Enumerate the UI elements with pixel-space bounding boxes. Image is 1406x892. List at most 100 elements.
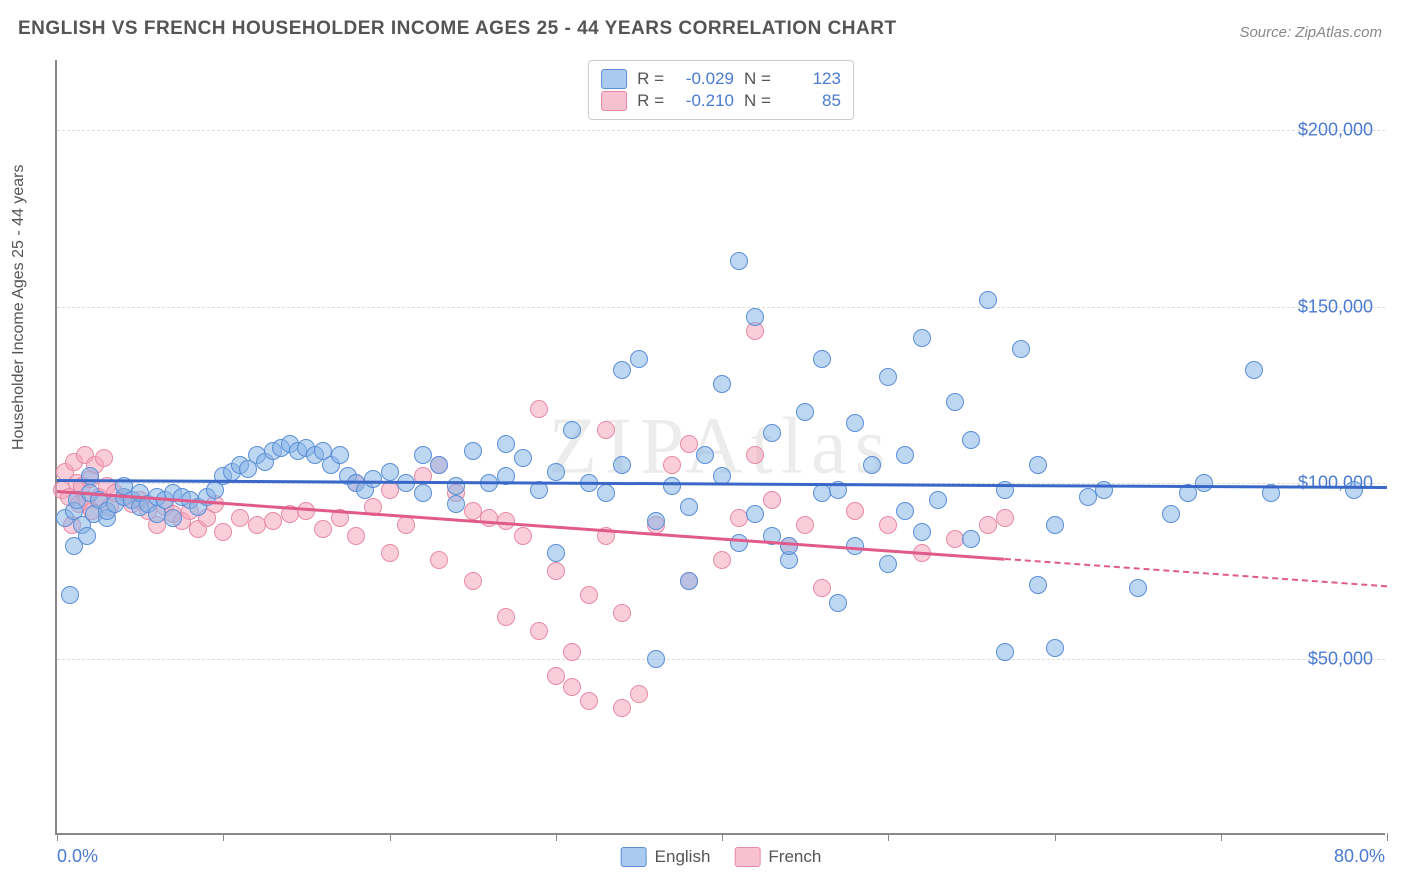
r-label: R = <box>637 91 664 111</box>
x-tick <box>888 833 889 841</box>
legend-label-french: French <box>768 847 821 867</box>
scatter-point-english <box>846 414 864 432</box>
scatter-point-english <box>597 484 615 502</box>
y-tick-label: $200,000 <box>1298 120 1373 141</box>
r-value-french: -0.210 <box>674 91 734 111</box>
scatter-point-french <box>464 572 482 590</box>
scatter-point-english <box>1129 579 1147 597</box>
scatter-point-french <box>397 516 415 534</box>
scatter-point-french <box>514 527 532 545</box>
scatter-point-english <box>331 446 349 464</box>
scatter-point-english <box>1079 488 1097 506</box>
scatter-point-french <box>580 586 598 604</box>
scatter-point-english <box>680 498 698 516</box>
scatter-point-french <box>613 699 631 717</box>
scatter-point-english <box>547 463 565 481</box>
scatter-point-english <box>613 361 631 379</box>
scatter-point-english <box>979 291 997 309</box>
scatter-point-french <box>680 435 698 453</box>
scatter-point-french <box>730 509 748 527</box>
scatter-point-english <box>879 555 897 573</box>
scatter-point-english <box>1345 481 1363 499</box>
swatch-english <box>601 69 627 89</box>
swatch-english <box>621 847 647 867</box>
scatter-point-english <box>829 594 847 612</box>
x-tick <box>722 833 723 841</box>
scatter-point-french <box>580 692 598 710</box>
scatter-point-french <box>547 667 565 685</box>
legend-item-english: English <box>621 847 711 867</box>
scatter-point-french <box>530 622 548 640</box>
n-label: N = <box>744 91 771 111</box>
scatter-point-english <box>879 368 897 386</box>
scatter-point-french <box>763 491 781 509</box>
scatter-point-french <box>95 449 113 467</box>
scatter-point-english <box>430 456 448 474</box>
scatter-point-english <box>896 502 914 520</box>
scatter-point-english <box>1095 481 1113 499</box>
r-label: R = <box>637 69 664 89</box>
scatter-point-english <box>1195 474 1213 492</box>
correlation-stats-legend: R = -0.029 N = 123 R = -0.210 N = 85 <box>588 60 854 120</box>
scatter-point-english <box>946 393 964 411</box>
scatter-point-french <box>480 509 498 527</box>
scatter-point-english <box>164 509 182 527</box>
stats-row-english: R = -0.029 N = 123 <box>601 69 841 89</box>
scatter-point-english <box>696 446 714 464</box>
legend-label-english: English <box>655 847 711 867</box>
scatter-point-english <box>913 523 931 541</box>
scatter-point-french <box>214 523 232 541</box>
scatter-point-english <box>1162 505 1180 523</box>
scatter-point-french <box>530 400 548 418</box>
scatter-point-english <box>81 467 99 485</box>
scatter-point-english <box>962 431 980 449</box>
scatter-point-french <box>347 527 365 545</box>
scatter-point-french <box>381 544 399 562</box>
chart-plot-area: ZIPAtlas R = -0.029 N = 123 R = -0.210 N… <box>55 60 1385 835</box>
scatter-point-french <box>713 551 731 569</box>
n-label: N = <box>744 69 771 89</box>
scatter-point-english <box>746 308 764 326</box>
y-tick-label: $50,000 <box>1308 648 1373 669</box>
scatter-point-french <box>430 551 448 569</box>
scatter-point-english <box>746 505 764 523</box>
scatter-point-french <box>381 481 399 499</box>
legend-item-french: French <box>734 847 821 867</box>
scatter-point-english <box>680 572 698 590</box>
n-value-english: 123 <box>781 69 841 89</box>
scatter-point-english <box>78 527 96 545</box>
scatter-point-french <box>846 502 864 520</box>
scatter-point-english <box>647 650 665 668</box>
scatter-point-french <box>663 456 681 474</box>
scatter-point-english <box>913 329 931 347</box>
scatter-point-english <box>929 491 947 509</box>
scatter-point-english <box>1245 361 1263 379</box>
scatter-point-english <box>364 470 382 488</box>
scatter-point-french <box>996 509 1014 527</box>
scatter-point-english <box>663 477 681 495</box>
scatter-point-french <box>547 562 565 580</box>
scatter-point-french <box>314 520 332 538</box>
scatter-point-english <box>630 350 648 368</box>
scatter-point-english <box>514 449 532 467</box>
x-tick <box>390 833 391 841</box>
scatter-point-english <box>1029 576 1047 594</box>
scatter-point-english <box>447 495 465 513</box>
scatter-point-english <box>780 537 798 555</box>
r-value-english: -0.029 <box>674 69 734 89</box>
scatter-point-french <box>979 516 997 534</box>
scatter-point-english <box>763 424 781 442</box>
scatter-point-french <box>879 516 897 534</box>
scatter-point-french <box>746 446 764 464</box>
scatter-point-french <box>497 608 515 626</box>
scatter-point-english <box>497 435 515 453</box>
scatter-point-english <box>447 477 465 495</box>
scatter-point-french <box>597 421 615 439</box>
x-tick <box>1221 833 1222 841</box>
scatter-point-english <box>381 463 399 481</box>
scatter-point-french <box>297 502 315 520</box>
x-axis-max-label: 80.0% <box>1334 846 1385 867</box>
scatter-point-english <box>713 375 731 393</box>
gridline-horizontal <box>57 307 1385 308</box>
stats-row-french: R = -0.210 N = 85 <box>601 91 841 111</box>
